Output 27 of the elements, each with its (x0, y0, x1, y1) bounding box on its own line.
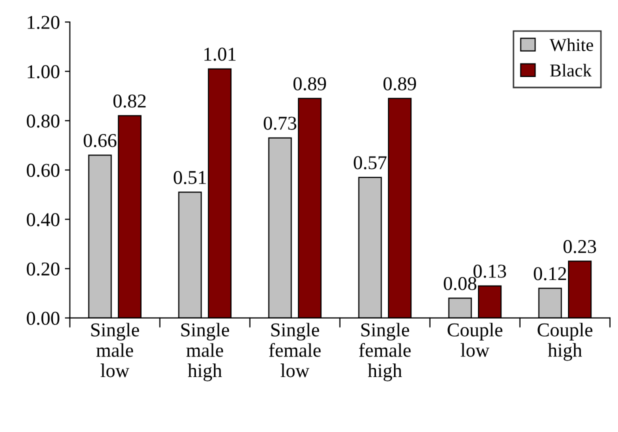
data-label: 0.12 (534, 267, 566, 280)
y-tick-label: 1.00 (28, 65, 60, 78)
data-label: 0.23 (564, 240, 596, 254)
data-label: 0.51 (174, 170, 206, 184)
x-tick-label: Couple low (448, 322, 502, 357)
data-label: 0.57 (354, 156, 387, 170)
data-label: 0.89 (293, 77, 326, 90)
data-label: 0.73 (264, 116, 296, 130)
data-label: 0.89 (383, 77, 416, 90)
data-label: 1.01 (204, 48, 236, 61)
y-tick-label: 0.60 (26, 164, 60, 178)
y-tick-label: 0.40 (26, 213, 60, 226)
legend-label: Black (550, 64, 592, 77)
y-tick-label: 0.00 (26, 312, 60, 325)
y-tick-label: 1.20 (28, 16, 60, 30)
legend-label: White (550, 38, 594, 52)
x-tick-label: Single female low (269, 322, 321, 378)
data-label: 0.66 (84, 134, 116, 148)
y-tick-label: 0.80 (26, 114, 60, 128)
x-tick-label: Single male high (181, 322, 230, 382)
x-tick-label: Couple high (538, 322, 592, 361)
x-tick-label: Single male low (91, 322, 140, 378)
data-label: 0.13 (474, 264, 506, 278)
data-label: 0.82 (113, 94, 146, 108)
data-label: 0.08 (444, 276, 476, 290)
y-tick-label: 0.20 (26, 262, 60, 276)
x-tick-label: Single female high (359, 322, 411, 382)
